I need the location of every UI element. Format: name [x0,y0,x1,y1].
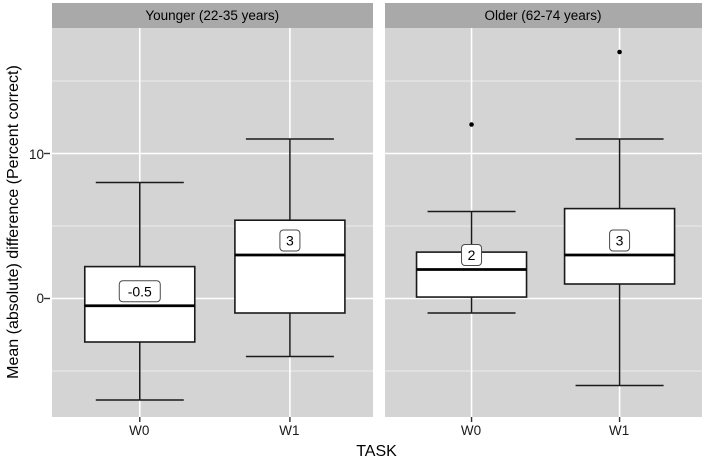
y-tick-label-0: 0 [36,291,44,306]
median-label: -0.5 [127,283,151,299]
facet-strip-younger: Younger (22-35 years) [51,3,373,28]
panel-younger: -0.5 3 [43,28,373,422]
x-tick-label-younger-w0: W0 [129,423,150,438]
outlier-point [616,49,622,55]
outlier-point [468,122,474,127]
facet-strip-older: Older (62-74 years) [384,3,702,28]
median-label-box [460,244,482,266]
median-label: 3 [615,233,623,249]
x-tick-label-older-w0: W0 [460,423,482,438]
x-tick-label-younger-w1: W1 [279,423,300,438]
median-label-box [608,229,630,252]
x-axis-title: TASK [356,443,397,460]
panel-older: 23 [384,28,702,422]
median-label-box [278,229,300,252]
x-tick-label-older-w1: W1 [608,423,630,438]
median-label: 2 [467,247,475,263]
median-label-box [118,280,161,303]
y-axis-title-text: Mean (absolute) difference (Percent corr… [5,65,22,379]
box [83,265,196,343]
y-tick-label-10: 10 [28,146,44,162]
median-label: 3 [286,233,294,249]
